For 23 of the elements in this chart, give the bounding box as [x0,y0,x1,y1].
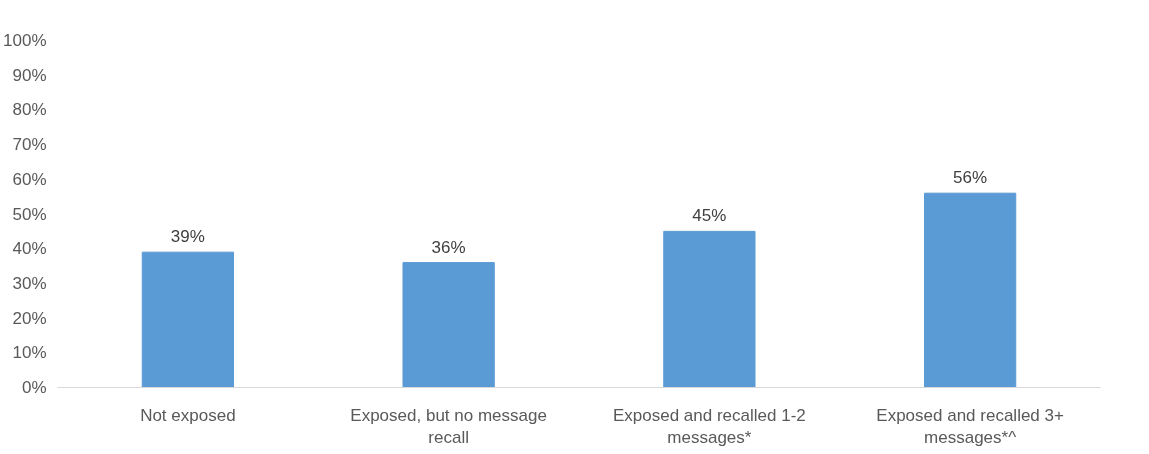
x-tick-label: Exposed and recalled 1-2 messages* [612,405,806,448]
y-tick-label: 30% [12,273,47,293]
x-tick-label: Exposed, but no message recall [350,405,547,448]
y-tick-label: 20% [12,308,47,328]
bar [923,192,1017,388]
bar [141,251,235,388]
y-tick-label: 80% [12,100,47,120]
y-tick-label: 90% [12,65,47,85]
y-tick-label: 50% [12,204,47,224]
y-tick-label: 60% [12,169,47,189]
data-label: 56% [953,168,988,188]
y-tick-label: 0% [21,378,47,397]
data-label: 39% [170,227,205,247]
data-label: 36% [431,237,466,257]
y-tick-label: 70% [12,135,47,155]
bar [402,262,495,388]
x-tick-label: Exposed and recalled 3+ messages*^ [876,405,1064,448]
x-tick-label: Not exposed [140,405,236,425]
y-tick-label: 100% [3,31,47,50]
y-tick-label: 10% [12,343,47,363]
y-tick-label: 40% [12,239,47,259]
data-label: 45% [692,206,727,226]
bar [663,230,756,388]
